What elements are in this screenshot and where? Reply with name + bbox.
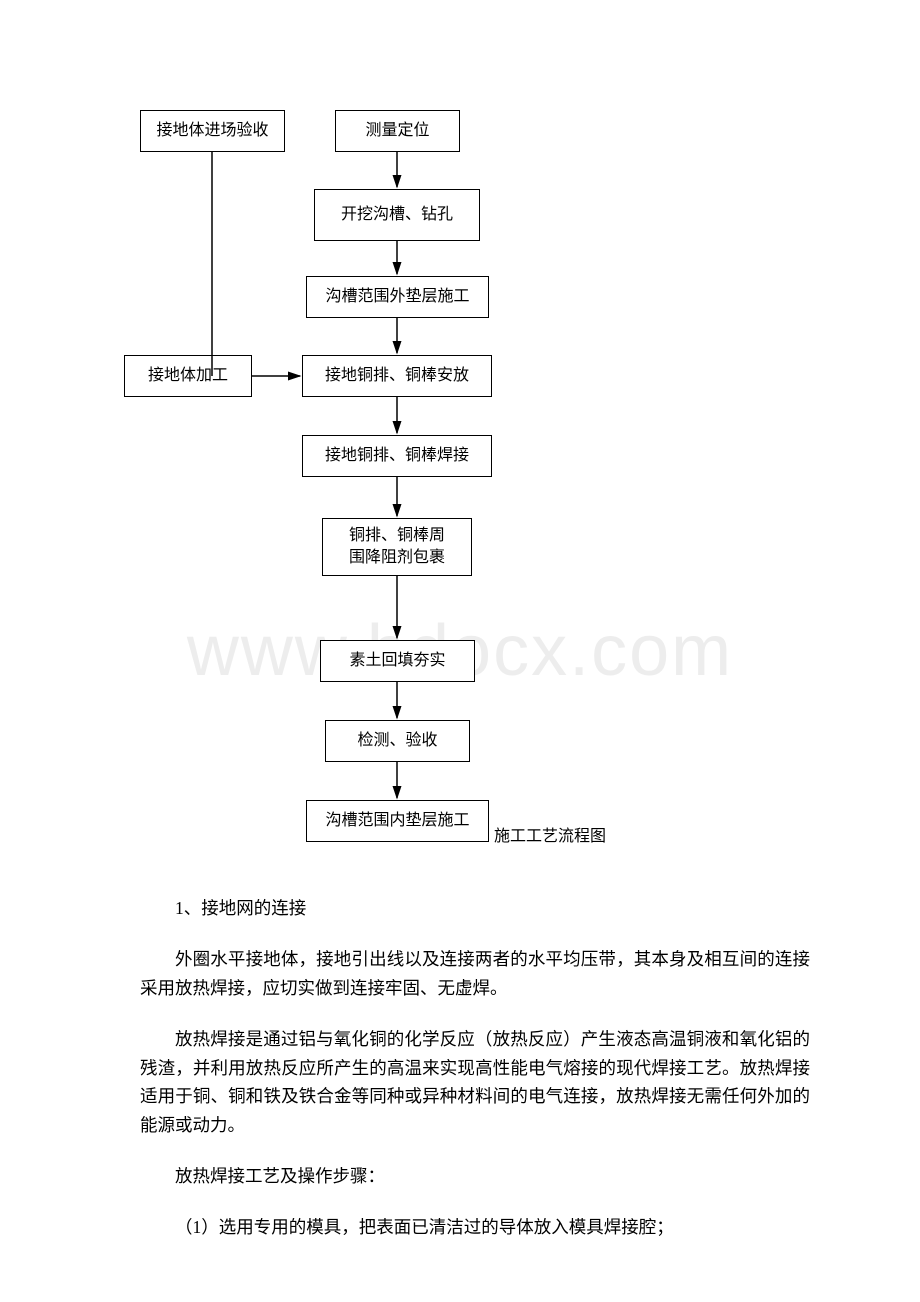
node-f: 接地铜排、铜棒安放 [302, 355, 492, 397]
node-a: 接地体进场验收 [140, 110, 285, 152]
paragraph-3: 放热焊接是通过铝与氧化铜的化学反应（放热反应）产生液态高温铜液和氧化铝的残渣，并… [140, 1025, 810, 1141]
paragraph-2: 外圈水平接地体，接地引出线以及连接两者的水平均压带，其本身及相互间的连接采用放热… [140, 945, 810, 1003]
node-e: 接地体加工 [124, 355, 252, 397]
node-j: 检测、验收 [325, 720, 470, 762]
node-c: 开挖沟槽、钻孔 [314, 189, 480, 241]
flowchart: 接地体进场验收 测量定位 开挖沟槽、钻孔 沟槽范围外垫层施工 接地体加工 接地铜… [0, 0, 920, 880]
paragraph-1: 1、接地网的连接 [140, 894, 810, 923]
node-i: 素土回填夯实 [320, 640, 475, 682]
paragraph-4: 放热焊接工艺及操作步骤： [140, 1162, 810, 1191]
node-b: 测量定位 [335, 110, 460, 152]
node-g: 接地铜排、铜棒焊接 [302, 435, 492, 477]
node-k: 沟槽范围内垫层施工 [306, 800, 489, 842]
document-body: 1、接地网的连接 外圈水平接地体，接地引出线以及连接两者的水平均压带，其本身及相… [0, 894, 920, 1242]
node-d: 沟槽范围外垫层施工 [306, 276, 489, 318]
paragraph-5: （1）选用专用的模具，把表面已清洁过的导体放入模具焊接腔； [140, 1213, 810, 1242]
flowchart-caption: 施工工艺流程图 [494, 822, 606, 846]
node-h: 铜排、铜棒周围降阻剂包裹 [322, 518, 472, 576]
